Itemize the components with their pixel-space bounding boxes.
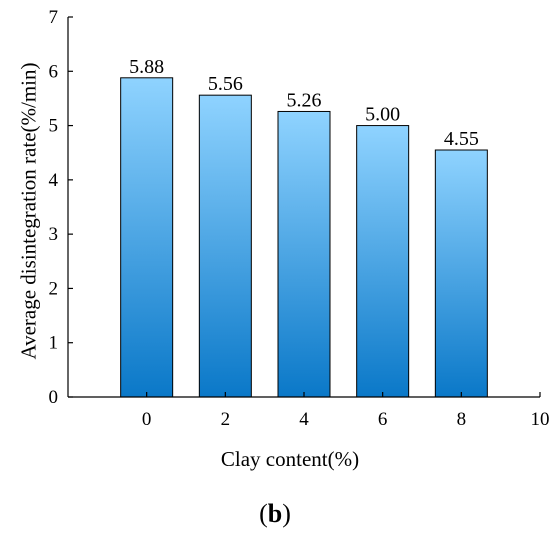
y-tick-label-7: 7: [49, 7, 59, 28]
panel-label: (b): [259, 499, 291, 528]
bar-4: [277, 110, 331, 398]
y-tick-label-6: 6: [49, 61, 59, 82]
value-label-4: 5.26: [287, 89, 322, 111]
y-tick-label-2: 2: [49, 278, 59, 299]
bar-2: [198, 94, 252, 398]
panel-label-open: (: [259, 499, 268, 528]
bar-0: [120, 77, 174, 398]
x-tick-label-8: 8: [457, 409, 467, 430]
value-label-6: 5.00: [365, 104, 400, 126]
value-label-2: 5.56: [208, 73, 243, 95]
panel-label-letter: b: [268, 499, 282, 528]
bar-6: [356, 125, 410, 398]
value-label-8: 4.55: [444, 128, 479, 150]
value-label-0: 5.88: [129, 56, 164, 78]
bar-8: [434, 149, 488, 398]
y-ticks: 0 1 2 3 4 5 6 7: [49, 7, 73, 408]
y-tick-label-5: 5: [49, 116, 59, 137]
x-tick-label-6: 6: [378, 409, 388, 430]
x-tick-label-10: 10: [531, 409, 550, 430]
y-tick-label-4: 4: [49, 170, 59, 191]
y-tick-label-0: 0: [49, 387, 59, 408]
x-tick-label-0: 0: [142, 409, 152, 430]
x-axis-title: Clay content(%): [221, 447, 359, 471]
x-ticks: 0 2 4 6 8 10: [142, 392, 550, 430]
value-labels-layer: 5.88 5.56 5.26 5.00 4.55: [129, 56, 479, 150]
y-tick-label-3: 3: [49, 224, 59, 245]
panel-label-close: ): [282, 499, 291, 528]
y-tick-label-1: 1: [49, 333, 59, 354]
x-tick-label-2: 2: [221, 409, 231, 430]
x-tick-label-4: 4: [299, 409, 309, 430]
bars-layer: [120, 77, 488, 398]
y-axis-title: Average disintegration rate(%/min): [16, 62, 40, 359]
